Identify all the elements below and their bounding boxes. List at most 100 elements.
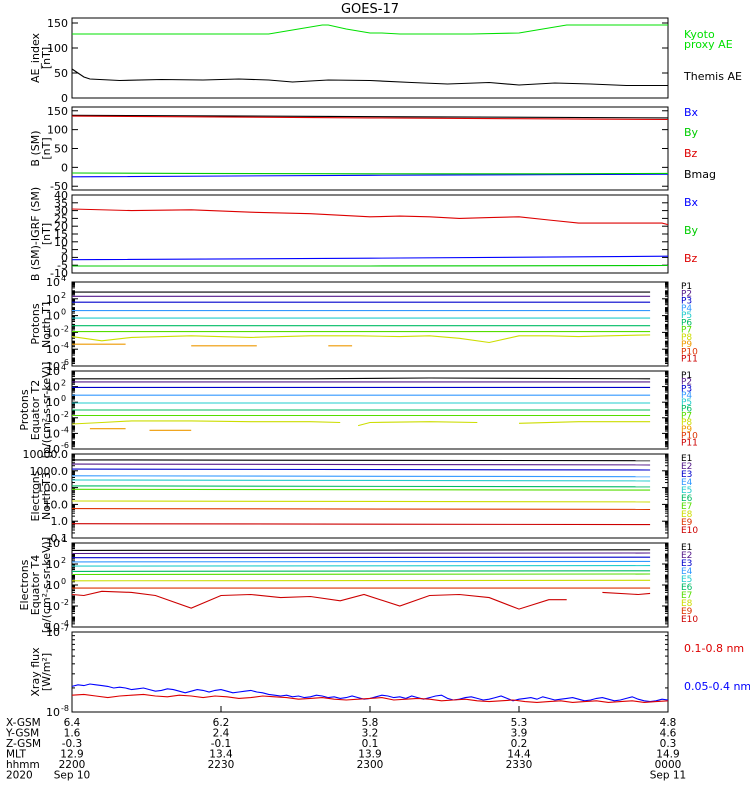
series-line-e4: [71, 560, 651, 563]
legend-entry: E8: [681, 599, 693, 609]
y-axis-label: B (SM): [29, 130, 42, 166]
series-line-p8: [71, 420, 341, 425]
x-axis-value: 2300: [357, 759, 384, 771]
y-tick-label: 10: [46, 626, 60, 639]
y-tick-exponent: 0: [61, 577, 66, 586]
y-tick-label: 150: [47, 17, 68, 30]
x-axis-value: Sep 10: [54, 770, 91, 782]
series-line-e7: [71, 573, 651, 576]
series-line-e6: [71, 570, 651, 572]
y-axis-label: Protons: [29, 303, 42, 344]
legend-entry: proxy AE: [684, 38, 733, 51]
series-line-e8: [71, 579, 651, 582]
series-line-0-1-0-8-nm: [71, 693, 669, 703]
series-line-e3: [71, 468, 651, 471]
y-tick-label: 35: [54, 197, 68, 210]
legend-entry: Bmag: [684, 168, 716, 181]
y-tick-label: 10: [46, 706, 60, 719]
y-tick-label: 50: [54, 143, 68, 156]
legend-entry: E9: [681, 607, 693, 617]
x-axis-value: -0.1: [211, 738, 232, 750]
legend-entry: E1: [681, 543, 692, 553]
legend-entry: P11: [681, 438, 698, 448]
x-axis-value: 6.4: [64, 717, 81, 729]
series-line-e7: [71, 488, 651, 491]
y-tick-label: -5: [57, 259, 68, 272]
y-tick-label: 20: [54, 220, 68, 233]
y-tick-label: 25: [54, 212, 68, 225]
series-line-bz: [71, 115, 669, 121]
legend-entry: E6: [681, 494, 693, 504]
y-axis-label: Xray flux: [29, 647, 42, 697]
series-line-e2: [71, 463, 651, 466]
y-tick-label: 10: [46, 310, 60, 323]
x-axis-row-label: X-GSM: [6, 717, 41, 729]
y-tick-label: 10.0: [44, 498, 69, 511]
y-axis-label: Equator T4: [29, 555, 42, 615]
legend-entry: E5: [681, 486, 692, 496]
legend-entry: P11: [681, 355, 698, 365]
series-line-0-05-0-4-nm: [71, 683, 669, 703]
series-line-e2: [71, 552, 651, 555]
legend-entry: P2: [681, 289, 692, 299]
x-axis-value: 5.8: [362, 717, 379, 729]
series-line-themis-ae: [71, 68, 668, 87]
x-axis-value: 2330: [506, 759, 533, 771]
x-axis-row-label: MLT: [6, 749, 26, 761]
legend-entry: By: [684, 224, 699, 237]
y-axis-label: AE_index: [29, 32, 42, 83]
legend-entry: Bx: [684, 196, 699, 209]
series-line-by: [72, 264, 669, 267]
x-axis-value: 0.1: [362, 738, 379, 750]
y-axis-label: B (SM)-IGRF (SM): [29, 187, 42, 281]
x-axis-row-label: hhmm: [6, 759, 40, 771]
series-line-p8: [518, 421, 651, 424]
y-tick-label: 30: [54, 205, 68, 218]
series-line-e3: [71, 556, 651, 559]
legend-entry: E2: [681, 551, 692, 561]
y-tick-label: 0: [61, 251, 68, 264]
x-axis-value: 6.2: [213, 717, 230, 729]
y-tick-exponent: -2: [61, 598, 69, 607]
x-axis-value: 14.9: [656, 749, 679, 761]
legend-entry: P5: [681, 311, 692, 321]
legend-entry: P8: [681, 333, 692, 343]
y-tick-label: 1000.0: [30, 465, 69, 478]
y-tick-exponent: 2: [61, 291, 66, 300]
legend-entry: P8: [681, 418, 692, 428]
y-tick-label: 50: [54, 67, 68, 80]
y-tick-exponent: -4: [61, 425, 69, 434]
legend-entry: 0.05-0.4 nm: [684, 680, 750, 693]
y-tick-label: 10: [46, 396, 60, 409]
y-tick-label: 0.1: [51, 532, 69, 545]
series-line-e8: [71, 500, 651, 503]
x-axis-value: 0.3: [660, 738, 677, 750]
series-line-bz: [71, 208, 669, 226]
legend-entry: P9: [681, 340, 692, 350]
x-axis-value: 2200: [59, 759, 86, 771]
series-line-e5: [71, 479, 651, 482]
legend-entry: E8: [681, 510, 693, 520]
y-tick-label: 10: [46, 443, 60, 456]
legend-entry: E10: [681, 615, 698, 625]
y-tick-label: 0: [61, 161, 68, 174]
y-tick-exponent: 0: [61, 394, 66, 403]
y-tick-exponent: -4: [61, 341, 69, 350]
x-axis-value: 1.6: [64, 728, 81, 740]
y-axis-label: [e/(cm²-s-sr-keV)]: [40, 537, 53, 633]
legend-entry: E6: [681, 583, 693, 593]
y-tick-label: 10: [46, 381, 60, 394]
y-tick-label: 10: [46, 276, 60, 289]
y-tick-label: -10: [50, 267, 68, 280]
y-tick-label: 10: [46, 343, 60, 356]
legend-entry: 0.1-0.8 nm: [684, 642, 744, 655]
y-tick-label: 40: [54, 189, 68, 202]
series-line-e1: [71, 459, 651, 462]
y-tick-label: 10: [46, 579, 60, 592]
y-axis-label: [W/m²]: [40, 653, 53, 691]
x-axis-value: 5.3: [511, 717, 528, 729]
legend-entry: Bz: [684, 147, 698, 160]
